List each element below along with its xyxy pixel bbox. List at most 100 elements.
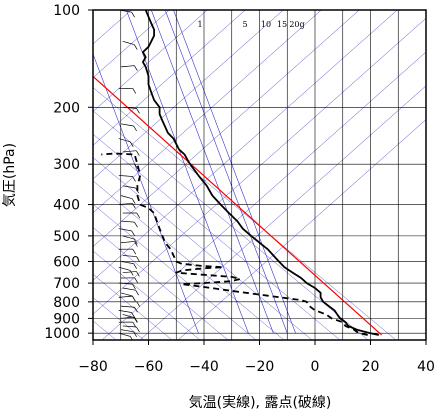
wind-barb-flag: [131, 295, 136, 302]
wind-barb: [120, 292, 133, 297]
mixing-ratio-line: [164, 10, 288, 334]
wind-barb-flag: [134, 65, 138, 71]
y-tick-label: 600: [53, 254, 80, 270]
adiabat-line: [93, 110, 369, 340]
y-tick-label: 500: [53, 229, 80, 245]
wind-barb-flag: [133, 44, 138, 50]
wind-barb-flag: [134, 241, 138, 247]
wind-barb: [120, 123, 134, 127]
wind-barb: [122, 106, 137, 109]
mixing-ratio-label: 1: [197, 20, 202, 29]
mixing-ratio-labels: 1 5 10 15 20g: [197, 20, 304, 29]
mixing-ratio-label: 15: [277, 20, 287, 29]
temperature-line: [142, 10, 379, 336]
wind-barb: [122, 150, 137, 153]
wind-barb: [120, 329, 134, 333]
wind-barb-flag: [131, 230, 135, 237]
wind-barb-flag: [133, 263, 137, 269]
wind-barb: [118, 138, 131, 143]
y-tick-label: 300: [53, 157, 80, 173]
sounding-series: [101, 10, 379, 336]
wind-barb-flag: [135, 290, 139, 296]
wind-barb: [120, 195, 133, 200]
wind-barb-flag: [129, 336, 133, 340]
mixing-ratio-line: [150, 10, 274, 334]
wind-barb-flag: [136, 108, 140, 114]
wind-barb: [122, 314, 135, 318]
diagonal-line: [101, 51, 426, 340]
y-tick-label: 400: [53, 198, 80, 214]
mixing-ratio-label: 20g: [289, 20, 304, 29]
y-tick-label: 1000: [44, 326, 80, 342]
wind-barb-flag: [131, 12, 135, 18]
wind-barb-flag: [133, 238, 138, 245]
wind-barb-flag: [136, 212, 141, 219]
wind-barb: [120, 220, 135, 223]
wind-barb-flag: [132, 283, 136, 290]
x-axis-ticks: −80 −60 −40 −20 0 20 40: [78, 340, 435, 375]
diagonal-line: [93, 10, 170, 79]
adiabat-line: [93, 273, 173, 340]
y-tick-label: 700: [53, 276, 80, 292]
y-axis-title: 気圧(hPa): [2, 143, 18, 207]
wind-barb-flag: [129, 270, 134, 276]
adiabat-line: [93, 203, 257, 340]
y-tick-label: 100: [53, 3, 80, 19]
mixing-ratio-label: 5: [242, 20, 247, 29]
y-tick-label: 200: [53, 100, 80, 116]
wind-barb: [118, 282, 133, 285]
wind-barb: [118, 266, 131, 271]
wind-barb: [118, 175, 133, 177]
wind-barb: [118, 332, 131, 337]
wind-barb-flag: [134, 221, 138, 228]
adiabat-line: [93, 157, 313, 340]
diagonal-line: [93, 17, 426, 315]
wind-barb-flag: [134, 163, 139, 170]
mixing-ratio-line: [93, 53, 199, 334]
x-tick-label: 20: [362, 359, 380, 375]
wind-barb: [122, 255, 137, 257]
wind-barb: [120, 241, 135, 244]
wind-barb: [120, 261, 134, 264]
mixing-ratio-label: 10: [261, 20, 271, 29]
wind-barb-flag: [131, 198, 136, 204]
mixing-ratio-line: [173, 10, 296, 334]
wind-barb-flag: [134, 307, 138, 313]
diagonal-line: [177, 119, 426, 340]
wind-barb-flag: [132, 176, 136, 182]
wind-barb-flag: [131, 312, 135, 318]
diagonal-line: [93, 10, 398, 281]
wind-barbs: [118, 10, 141, 340]
wind-barb-flag: [134, 316, 138, 323]
wind-barb-flag: [136, 271, 140, 277]
wind-barb-flag: [136, 256, 140, 262]
x-tick-label: −60: [134, 359, 164, 375]
wind-barb: [118, 228, 132, 232]
wind-barb-flag: [133, 125, 137, 132]
adiabat-line: [93, 227, 229, 340]
wind-barb-flag: [136, 150, 140, 156]
wind-barb-flag: [132, 321, 137, 328]
mixing-ratio-line: [126, 10, 249, 334]
dewpoint-line: [101, 152, 368, 336]
wind-barb-flag: [134, 277, 139, 284]
adiabat-line: [93, 250, 201, 340]
reference-line-group: [93, 75, 383, 336]
y-tick-label: 800: [53, 295, 80, 311]
wind-barb: [122, 287, 136, 291]
wind-barb: [122, 325, 137, 328]
wind-barb-flag: [133, 331, 137, 337]
adiabat-line: [93, 180, 285, 340]
x-tick-label: −40: [189, 359, 219, 375]
wind-barb: [122, 271, 137, 274]
y-tick-label: 900: [53, 311, 80, 327]
wind-barb: [118, 309, 132, 313]
wind-barb-flag: [129, 141, 134, 147]
wind-barb: [118, 202, 133, 205]
wind-barb: [122, 185, 136, 189]
wind-barb-flag: [132, 203, 136, 209]
diagonal-line: [93, 10, 322, 214]
wind-barb-flag: [132, 88, 137, 94]
